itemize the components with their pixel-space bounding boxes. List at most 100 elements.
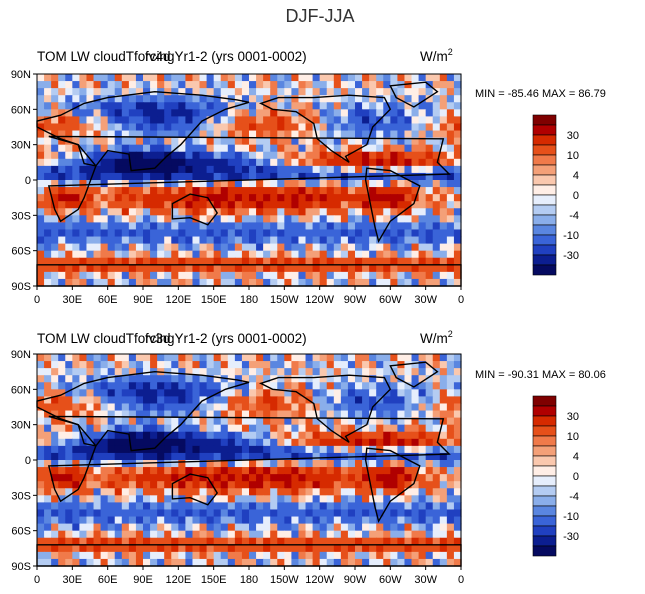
heat-cell	[362, 158, 370, 167]
heat-cell	[121, 144, 130, 153]
heat-cell	[220, 215, 229, 223]
heat-cell	[37, 502, 45, 511]
heat-cell	[234, 250, 243, 259]
heat-cell	[319, 523, 328, 532]
heat-cell	[340, 102, 349, 110]
heat-cell	[178, 509, 186, 518]
heat-cell	[58, 523, 66, 532]
heat-cell	[439, 410, 448, 419]
heat-cell	[37, 354, 45, 362]
heat-cell	[277, 123, 285, 132]
heat-cell	[135, 172, 144, 181]
heat-cell	[192, 130, 201, 139]
heat-cell	[206, 123, 215, 132]
heat-cell	[199, 431, 208, 440]
heat-cell	[51, 278, 59, 287]
heat-cell	[319, 109, 328, 117]
heat-cell	[206, 495, 215, 503]
heat-cell	[37, 544, 45, 553]
heat-cell	[51, 488, 59, 496]
heat-cell	[107, 403, 116, 412]
heat-cell	[241, 130, 250, 139]
heat-cell	[93, 81, 102, 89]
panel-1-title: TOM LW cloudTforcingYr1-2 (yrs 0001-0002…	[37, 49, 307, 64]
heat-cell	[107, 354, 116, 362]
heat-cell	[65, 544, 73, 553]
heat-cell	[143, 222, 151, 231]
heat-cell	[411, 123, 420, 132]
heat-cell	[439, 396, 448, 405]
heat-cell	[206, 194, 215, 202]
heat-cell	[79, 250, 88, 259]
heat-cell	[121, 229, 130, 238]
heat-cell	[37, 74, 45, 82]
heat-cell	[277, 180, 285, 188]
heat-cell	[390, 165, 398, 174]
heat-cell	[298, 530, 307, 539]
heat-cell	[256, 488, 264, 496]
heat-cell	[100, 165, 109, 174]
heat-cell	[128, 375, 137, 383]
heat-cell	[277, 187, 285, 195]
heat-cell	[355, 74, 363, 82]
heat-cell	[171, 544, 179, 553]
heat-cell	[234, 530, 243, 539]
heat-cell	[86, 488, 95, 496]
heat-cell	[51, 509, 59, 518]
heat-cell	[150, 271, 158, 280]
heat-cell	[291, 194, 300, 202]
heat-cell	[390, 474, 398, 482]
heat-cell	[446, 271, 455, 280]
heat-cell	[206, 537, 215, 546]
heat-cell	[362, 516, 370, 525]
y-tick-label: 60N	[11, 104, 31, 116]
heat-cell	[439, 74, 448, 82]
heat-cell	[277, 130, 285, 139]
heat-cell	[270, 509, 278, 518]
heat-cell	[355, 278, 363, 287]
heat-cell	[369, 396, 377, 405]
heat-cell	[150, 375, 158, 383]
heat-cell	[157, 123, 165, 132]
heat-cell	[241, 123, 250, 132]
heat-cell	[135, 516, 144, 525]
heat-cell	[220, 431, 229, 440]
heat-cell	[369, 250, 377, 259]
heat-cell	[171, 116, 179, 125]
heat-cell	[383, 431, 391, 440]
heat-cell	[199, 81, 208, 89]
heat-cell	[227, 516, 236, 525]
heat-cell	[319, 215, 328, 223]
heat-cell	[213, 424, 222, 433]
heat-cell	[446, 417, 455, 426]
heat-cell	[51, 130, 59, 139]
colorbar-label: 0	[573, 471, 579, 483]
heat-cell	[453, 102, 462, 110]
heat-cell	[227, 467, 236, 475]
heat-cell	[411, 95, 420, 103]
heat-cell	[305, 389, 314, 397]
heat-cell	[93, 208, 102, 216]
heat-cell	[143, 438, 151, 447]
heat-cell	[418, 95, 427, 103]
heat-cell	[362, 88, 370, 96]
heat-cell	[270, 144, 278, 153]
heat-cell	[206, 530, 215, 539]
heat-cell	[432, 438, 441, 447]
heat-cell	[347, 123, 356, 132]
heat-cell	[256, 187, 264, 195]
heat-cell	[397, 544, 406, 553]
heat-cell	[192, 243, 201, 252]
heat-cell	[411, 558, 420, 567]
heat-cell	[249, 403, 257, 412]
heat-cell	[164, 509, 172, 518]
heat-cell	[453, 375, 462, 383]
heat-cell	[340, 151, 349, 160]
heat-cell	[347, 417, 356, 426]
heat-cell	[79, 467, 88, 475]
heat-cell	[157, 208, 165, 216]
heat-cell	[58, 382, 66, 390]
heat-cell	[241, 201, 250, 209]
heat-cell	[425, 467, 434, 475]
heat-cell	[355, 130, 363, 139]
